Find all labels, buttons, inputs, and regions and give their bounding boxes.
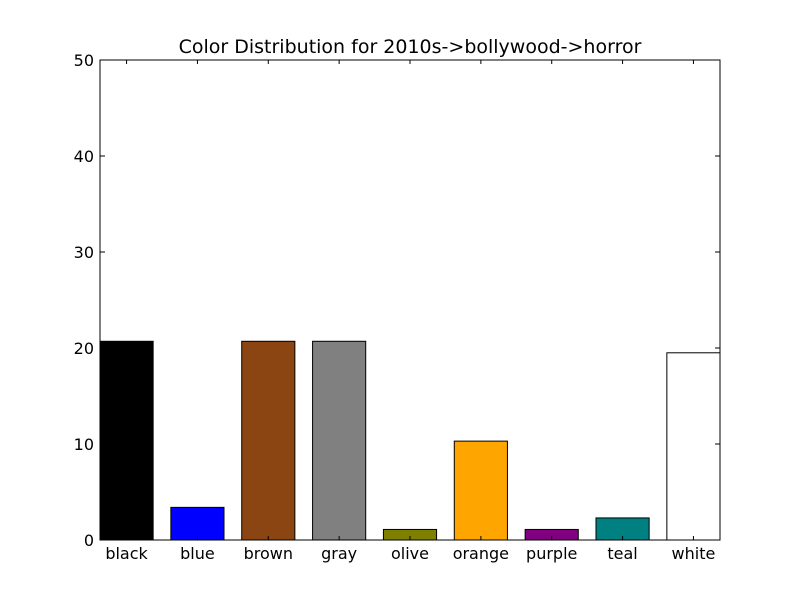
chart-title: Color Distribution for 2010s->bollywood-… (179, 36, 642, 58)
bar-brown (241, 340, 296, 541)
bar-blue (170, 506, 225, 541)
x-tick-label-black: black (105, 544, 148, 563)
x-tick-label-purple: purple (526, 544, 577, 563)
y-tick-label: 20 (74, 339, 94, 358)
plot-area-frame (99, 59, 721, 541)
bars-group (99, 340, 721, 541)
x-tick-label-white: white (672, 544, 716, 563)
y-tick-label: 40 (74, 147, 94, 166)
y-tick-label: 0 (84, 531, 94, 550)
y-tick-label: 10 (74, 435, 94, 454)
x-axis: black blue brown gray olive orange purple teal w… (105, 60, 715, 563)
bar-gray (312, 340, 367, 541)
bar-black (99, 340, 154, 541)
bar-orange (453, 440, 508, 541)
x-tick-label-brown: brown (244, 544, 293, 563)
x-tick-label-olive: olive (391, 544, 429, 563)
x-tick-label-gray: gray (321, 544, 357, 563)
y-tick-label: 30 (74, 243, 94, 262)
x-tick-label-orange: orange (453, 544, 509, 563)
bar-white (666, 352, 721, 541)
x-tick-label-blue: blue (180, 544, 215, 563)
y-tick-label: 50 (74, 51, 94, 70)
x-tick-label-teal: teal (607, 544, 637, 563)
y-axis: 0 10 20 30 40 50 (74, 51, 720, 550)
